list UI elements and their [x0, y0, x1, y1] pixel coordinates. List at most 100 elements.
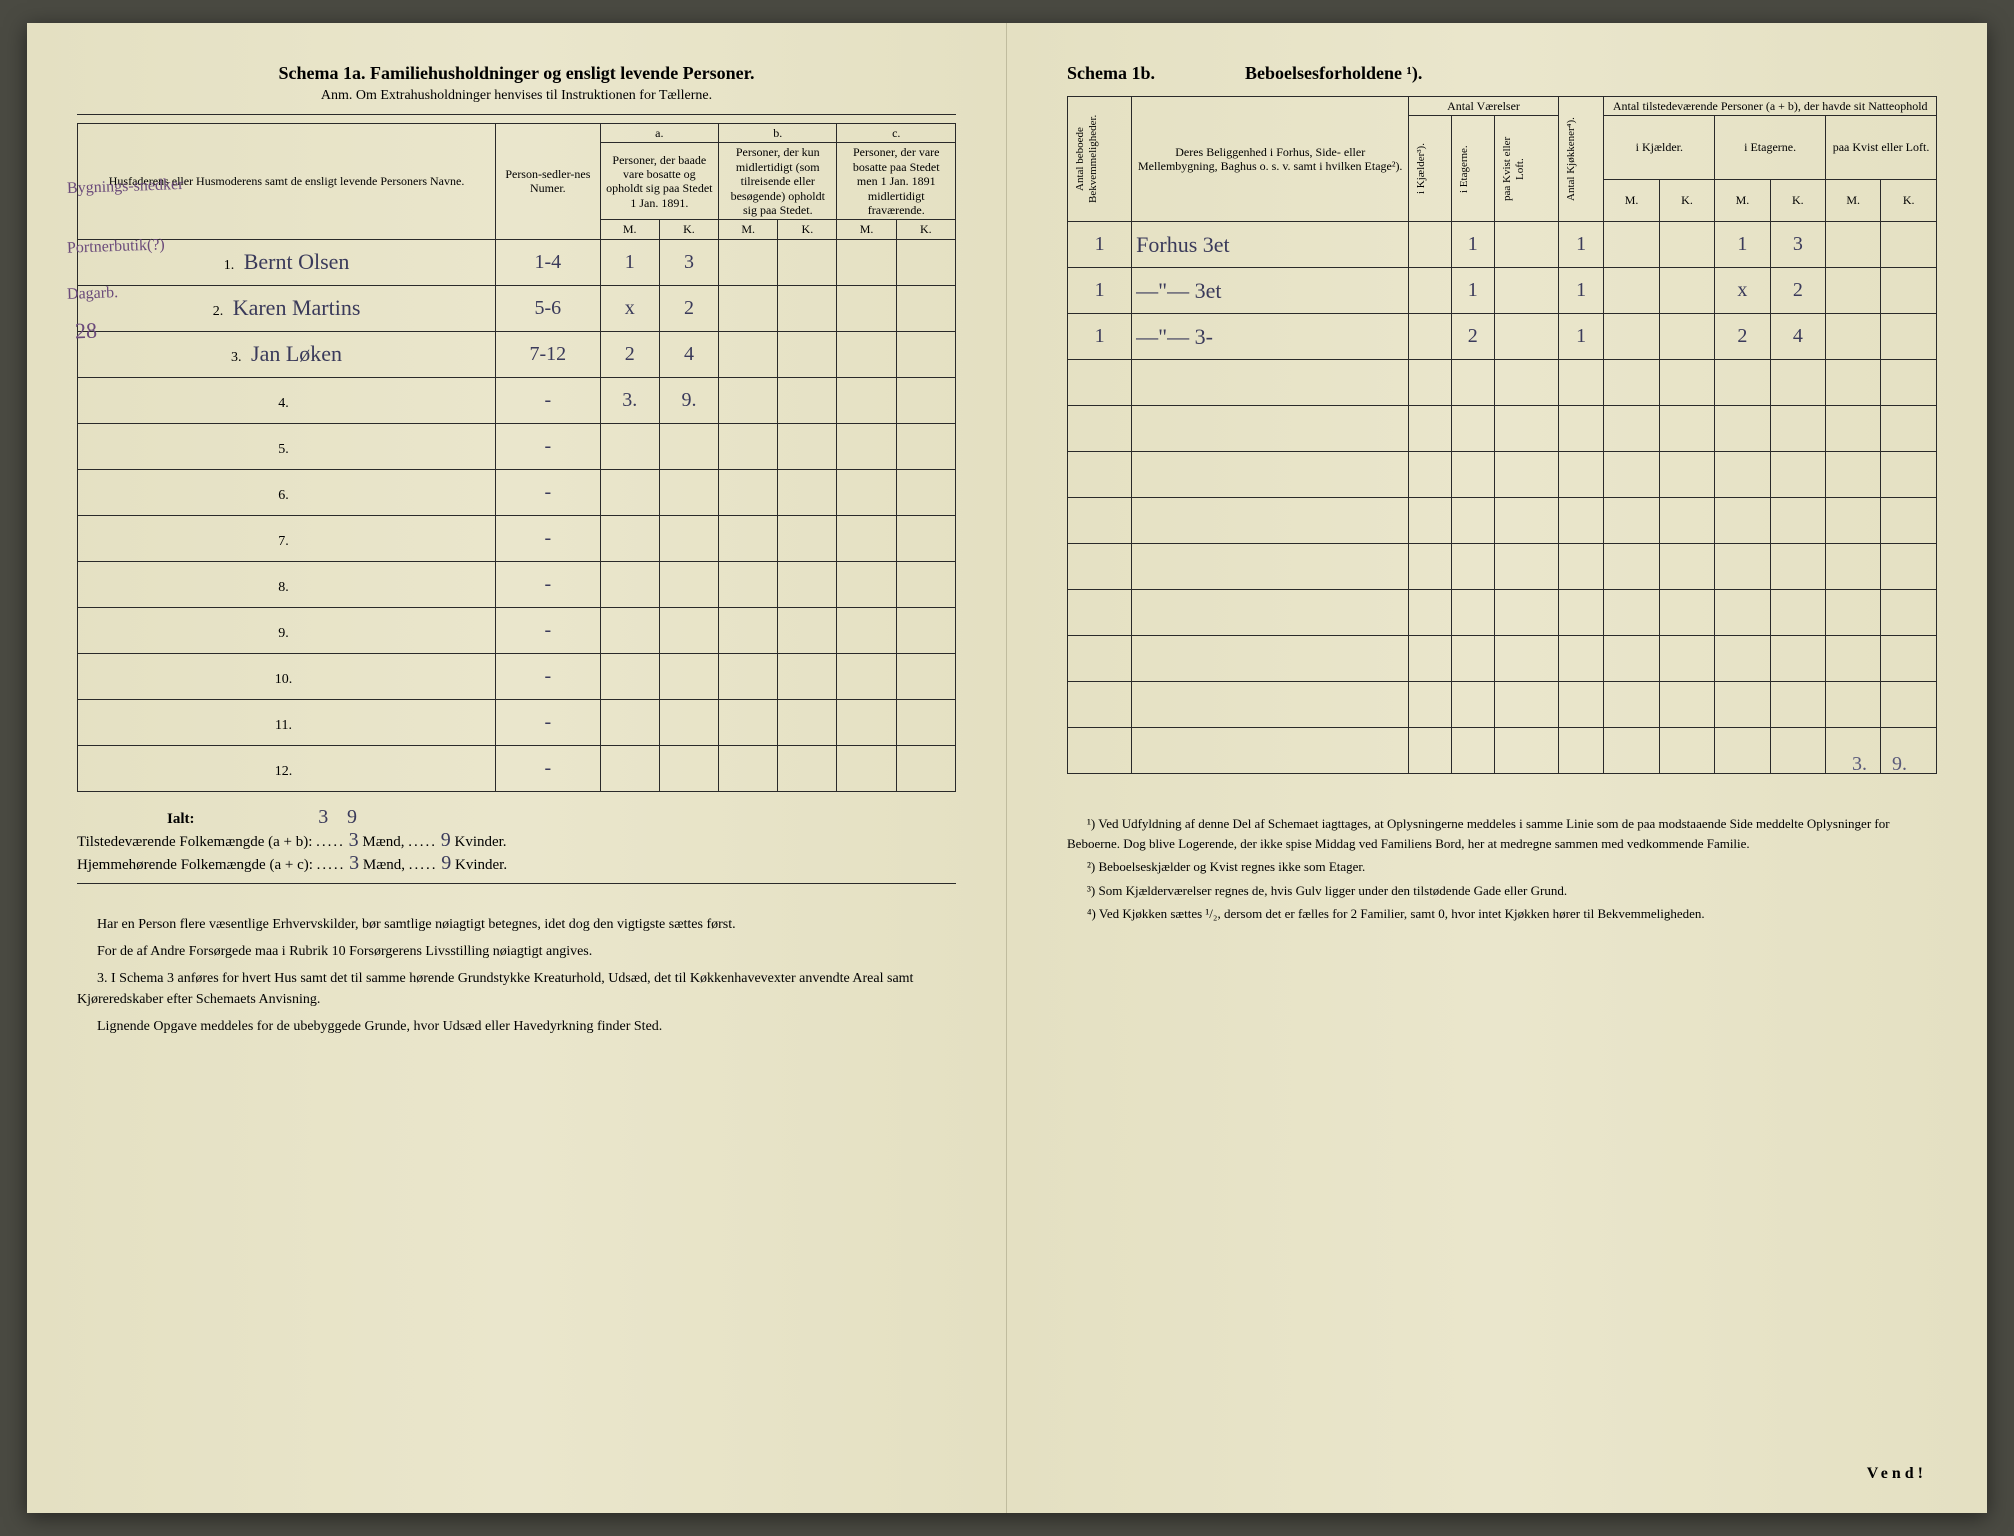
- cell-kjK: [1659, 498, 1714, 544]
- cell-antal-beboede: [1068, 544, 1132, 590]
- table-row: [1068, 728, 1937, 774]
- personsedler-num: -: [496, 561, 601, 607]
- table-row: 12. -: [78, 745, 956, 791]
- personsedler-num: -: [496, 515, 601, 561]
- row-number: 9.: [78, 607, 496, 653]
- cell-kjokken: [1558, 636, 1604, 682]
- cell-etK: [1770, 406, 1825, 452]
- cell-vkj: [1409, 590, 1452, 636]
- cell-kjK: [1659, 222, 1714, 268]
- footnote-2: ²) Beboelseskjælder og Kvist regnes ikke…: [1067, 857, 1937, 877]
- schema-1b-label: Schema 1b.: [1067, 63, 1155, 83]
- sum2-M: 3: [349, 852, 359, 874]
- cell-bM: [719, 423, 778, 469]
- cell-bK: [778, 331, 837, 377]
- cell-kvK: [1881, 636, 1937, 682]
- schema-1a-table: Husfaderens eller Husmoderens samt de en…: [77, 123, 956, 792]
- cell-bK: [778, 469, 837, 515]
- col-M: M.: [1715, 179, 1770, 222]
- col-b-M: M.: [719, 220, 778, 239]
- cell-kjokken: [1558, 590, 1604, 636]
- table-row: 11. -: [78, 699, 956, 745]
- cell-location: [1132, 452, 1409, 498]
- personsedler-num: -: [496, 469, 601, 515]
- cell-cK: [896, 285, 955, 331]
- table-row: 9. -: [78, 607, 956, 653]
- cell-cM: [837, 653, 896, 699]
- personsedler-num: 5-6: [496, 285, 601, 331]
- cell-kvM: [1826, 268, 1881, 314]
- cell-aM: 3.: [600, 377, 659, 423]
- col-ietagerne: i Etagerne.: [1715, 116, 1826, 179]
- cell-antal-beboede: [1068, 728, 1132, 774]
- cell-etM: [1715, 682, 1770, 728]
- right-page: Schema 1b. Beboelsesforholdene ¹). Antal…: [1007, 23, 1987, 1513]
- cell-vet: [1451, 728, 1494, 774]
- cell-vkv: [1494, 314, 1558, 360]
- personsedler-num: 7-12: [496, 331, 601, 377]
- cell-kjokken: [1558, 406, 1604, 452]
- cell-kjK: [1659, 728, 1714, 774]
- col-kjaelder: i Kjælder³).: [1413, 129, 1430, 209]
- sum2-K: 9: [441, 852, 451, 874]
- table-row: 1—"— 3et11x2: [1068, 268, 1937, 314]
- table-row: 10. -: [78, 653, 956, 699]
- cell-kjM: [1604, 636, 1659, 682]
- row-number: 8.: [78, 561, 496, 607]
- cell-kjM: [1604, 544, 1659, 590]
- cell-cK: [896, 653, 955, 699]
- cell-etK: [1770, 590, 1825, 636]
- cell-antal-beboede: 1: [1068, 222, 1132, 268]
- cell-aM: [600, 469, 659, 515]
- cell-kjK: [1659, 314, 1714, 360]
- col-paakvist: paa Kvist eller Loft.: [1826, 116, 1937, 179]
- col-a-M: M.: [600, 220, 659, 239]
- row-number: 3. Jan Løken: [78, 331, 496, 377]
- cell-cK: [896, 423, 955, 469]
- cell-antal-beboede: [1068, 498, 1132, 544]
- cell-vkj: [1409, 314, 1452, 360]
- schema-1a-subtitle: Anm. Om Extrahusholdninger henvises til …: [77, 88, 956, 104]
- personsedler-num: -: [496, 377, 601, 423]
- cell-vet: 2: [1451, 314, 1494, 360]
- cell-antal-beboede: 1: [1068, 314, 1132, 360]
- cell-kvK: [1881, 590, 1937, 636]
- summary-block: Ialt: 3 9 Tilstedeværende Folkemængde (a…: [77, 806, 956, 875]
- cell-aM: [600, 699, 659, 745]
- col-kjokkener: Antal Kjøkkener⁴).: [1563, 99, 1580, 219]
- cell-kvM: [1826, 452, 1881, 498]
- cell-kjK: [1659, 682, 1714, 728]
- cell-bM: [719, 653, 778, 699]
- cell-cK: [896, 331, 955, 377]
- cell-location: Forhus 3et: [1132, 222, 1409, 268]
- row-number: 1. Bernt Olsen: [78, 239, 496, 285]
- cell-cK: [896, 239, 955, 285]
- col-antal-vaer: Antal Værelser: [1409, 97, 1559, 116]
- cell-cM: [837, 377, 896, 423]
- cell-kjM: [1604, 314, 1659, 360]
- sum1-K: 9: [441, 829, 451, 851]
- cell-etK: [1770, 544, 1825, 590]
- cell-bK: [778, 423, 837, 469]
- col-b-text: Personer, der kun midlertidigt (som tilr…: [719, 143, 837, 220]
- cell-vkv: [1494, 452, 1558, 498]
- cell-cM: [837, 239, 896, 285]
- sum1-M: 3: [349, 829, 359, 851]
- person-name: [289, 433, 295, 458]
- cell-etM: [1715, 728, 1770, 774]
- cell-bM: [719, 331, 778, 377]
- schema-1a-header: Schema 1a. Familiehusholdninger og ensli…: [77, 63, 956, 84]
- cell-vet: [1451, 682, 1494, 728]
- cell-vkv: [1494, 222, 1558, 268]
- cell-kvM: [1826, 636, 1881, 682]
- cell-vkv: [1494, 406, 1558, 452]
- cell-aM: [600, 515, 659, 561]
- cell-bK: [778, 699, 837, 745]
- cell-antal-beboede: [1068, 636, 1132, 682]
- cell-vkj: [1409, 682, 1452, 728]
- note-1: Har en Person flere væsentlige Erhvervsk…: [77, 914, 956, 935]
- cell-cM: [837, 285, 896, 331]
- footnote-3: ³) Som Kjælderværelser regnes de, hvis G…: [1067, 881, 1937, 901]
- cell-vkv: [1494, 682, 1558, 728]
- col-c-M: M.: [837, 220, 896, 239]
